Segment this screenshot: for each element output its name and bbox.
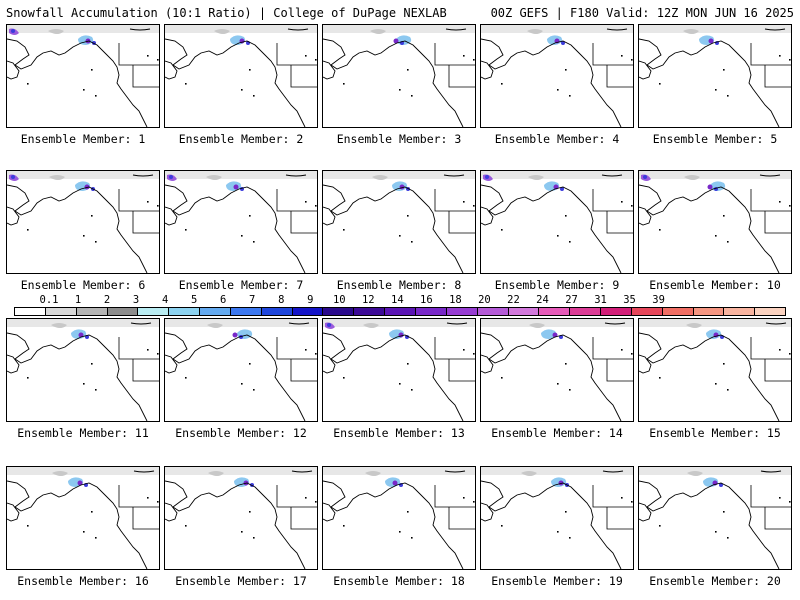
colorbar-swatch: [415, 308, 447, 315]
snowfall-map: [6, 24, 160, 128]
ensemble-member-label: Ensemble Member: 16: [17, 574, 149, 588]
colorbar-label: 16: [420, 294, 433, 306]
colorbar-swatch: [323, 308, 355, 315]
snowfall-map: [164, 466, 318, 570]
colorbar-swatch: [138, 308, 170, 315]
colorbar-label: 7: [249, 294, 256, 306]
ensemble-member-label: Ensemble Member: 14: [491, 426, 623, 440]
snowfall-map: [480, 24, 634, 128]
colorbar-label: 5: [190, 294, 198, 306]
snowfall-map: [322, 466, 476, 570]
colorbar-label: 31: [594, 294, 607, 306]
colorbar-swatch: [45, 308, 77, 315]
colorbar-label: 27: [565, 294, 578, 306]
ensemble-member-label: Ensemble Member: 17: [175, 574, 307, 588]
snowfall-colorbar: 0.1 1 2 3 4 5 6 7 8 9 10 12 14 16 18 20 22 24 27 31 35 39: [14, 294, 786, 320]
ensemble-member-label: Ensemble Member: 3: [336, 132, 462, 146]
ensemble-member-label: Ensemble Member: 20: [649, 574, 781, 588]
colorbar-label: 8: [278, 294, 285, 306]
ensemble-member-label: Ensemble Member: 4: [494, 132, 620, 146]
ensemble-member-label: Ensemble Member: 1: [20, 132, 146, 146]
colorbar-swatch: [292, 308, 324, 315]
ensemble-member-label: Ensemble Member: 12: [175, 426, 307, 440]
snowfall-map: [322, 170, 476, 274]
snowfall-map: [322, 318, 476, 422]
colorbar-label: 1: [74, 294, 82, 306]
colorbar-label: 4: [161, 294, 169, 306]
colorbar-swatch: [76, 308, 108, 315]
ensemble-member-label: Ensemble Member: 11: [17, 426, 149, 440]
ensemble-member-label: Ensemble Member: 7: [178, 278, 304, 292]
colorbar-swatch: [601, 308, 632, 315]
ensemble-member-label: Ensemble Member: 15: [649, 426, 781, 440]
ensemble-member-label: Ensemble Member: 6: [20, 278, 146, 292]
colorbar-swatch: [446, 308, 478, 315]
colorbar-swatch: [200, 308, 231, 315]
colorbar-swatch: [15, 308, 46, 315]
colorbar-label: 9: [307, 294, 314, 306]
snowfall-map: [638, 170, 792, 274]
colorbar-label: 35: [623, 294, 636, 306]
snowfall-map: [164, 318, 318, 422]
colorbar-swatch: [631, 308, 663, 315]
colorbar-swatch: [169, 308, 201, 315]
colorbar-swatch: [261, 308, 293, 315]
colorbar-swatch: [755, 308, 786, 315]
colorbar-label: 12: [361, 294, 375, 306]
colorbar-label: 2: [103, 294, 111, 306]
snowfall-map: [638, 24, 792, 128]
snowfall-map: [480, 318, 634, 422]
ensemble-member-label: Ensemble Member: 10: [649, 278, 781, 292]
snowfall-map: [164, 170, 318, 274]
colorbar-label: 39: [652, 294, 665, 306]
snowfall-map: [6, 170, 160, 274]
map-title: Snowfall Accumulation (10:1 Ratio) | Col…: [6, 6, 447, 20]
run-valid-time: 00Z GEFS | F180 Valid: 12Z MON JUN 16 20…: [490, 6, 794, 20]
snowfall-map: [6, 466, 160, 570]
colorbar-swatch: [477, 308, 509, 315]
colorbar-label: 22: [507, 294, 520, 306]
snowfall-map: [480, 170, 634, 274]
colorbar-swatch: [570, 308, 602, 315]
snowfall-map: [638, 318, 792, 422]
snowfall-map: [164, 24, 318, 128]
colorbar-swatch: [385, 308, 416, 315]
colorbar-swatch: [724, 308, 756, 315]
snowfall-map: [638, 466, 792, 570]
colorbar-label: 0.1: [39, 294, 59, 306]
colorbar-swatch: [508, 308, 540, 315]
colorbar-swatch: [354, 308, 386, 315]
snowfall-map: [322, 24, 476, 128]
ensemble-member-label: Ensemble Member: 13: [333, 426, 465, 440]
ensemble-member-label: Ensemble Member: 19: [491, 574, 623, 588]
ensemble-member-label: Ensemble Member: 2: [178, 132, 304, 146]
colorbar-swatch: [107, 308, 139, 315]
colorbar-label: 6: [220, 294, 227, 306]
colorbar-label: 18: [449, 294, 462, 306]
colorbar-label: 24: [536, 294, 549, 306]
ensemble-member-label: Ensemble Member: 5: [652, 132, 778, 146]
colorbar-labels: 0.1 1 2 3 4 5 6 7 8 9 10 12 14 16 18 20 22 24 27 31 35 39: [14, 294, 786, 306]
colorbar-swatch: [693, 308, 725, 315]
snowfall-map: [480, 466, 634, 570]
colorbar-swatch: [539, 308, 571, 315]
colorbar-label: 14: [391, 294, 404, 306]
colorbar-label: 10: [332, 294, 346, 306]
colorbar-swatch: [230, 308, 262, 315]
colorbar-label: 20: [478, 294, 491, 306]
colorbar-swatch: [662, 308, 694, 315]
ensemble-member-label: Ensemble Member: 8: [336, 278, 462, 292]
colorbar-label: 3: [132, 294, 140, 306]
ensemble-member-label: Ensemble Member: 18: [333, 574, 465, 588]
snowfall-map: [6, 318, 160, 422]
colorbar-swatches: [14, 307, 786, 316]
ensemble-member-label: Ensemble Member: 9: [494, 278, 620, 292]
